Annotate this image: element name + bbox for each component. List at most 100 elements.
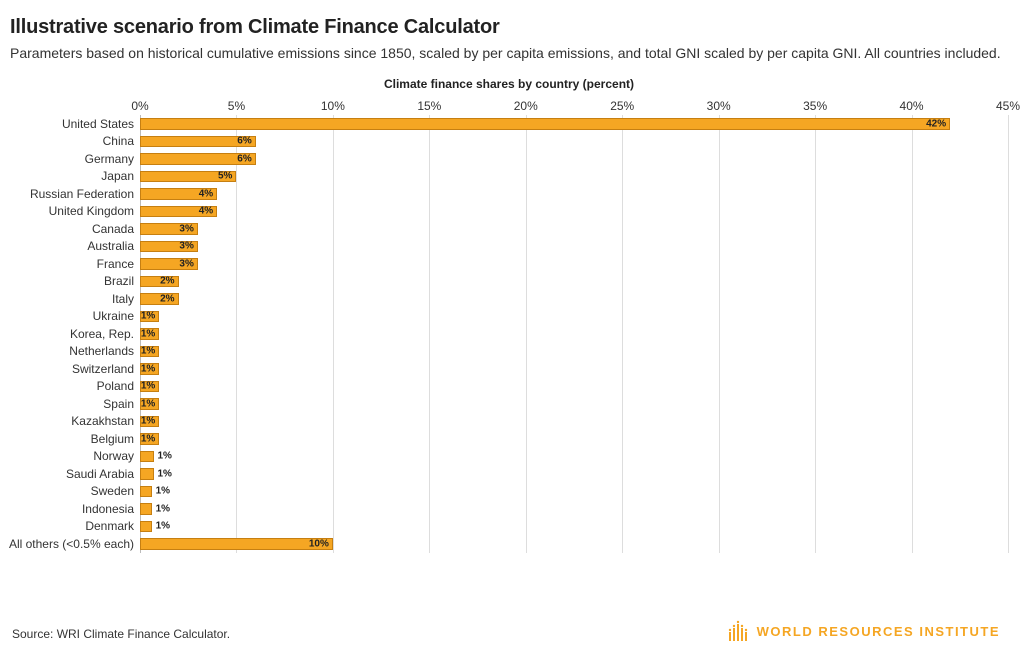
bar-label: United States xyxy=(62,117,140,131)
bar-label: All others (<0.5% each) xyxy=(9,537,140,551)
bar-label: Germany xyxy=(85,152,140,166)
bar-row: Switzerland1% xyxy=(140,360,1008,378)
bar-value: 3% xyxy=(179,223,193,234)
page: Illustrative scenario from Climate Finan… xyxy=(0,0,1020,663)
x-axis-tick: 25% xyxy=(610,99,634,113)
bar-label: Russian Federation xyxy=(30,187,140,201)
bar-row: United Kingdom4% xyxy=(140,203,1008,221)
x-axis-tick: 40% xyxy=(900,99,924,113)
bar-value: 1% xyxy=(141,433,155,444)
x-axis-tick: 30% xyxy=(707,99,731,113)
bar xyxy=(140,486,152,498)
bar-row: Spain1% xyxy=(140,395,1008,413)
plot-area: United States42%China6%Germany6%Japan5%R… xyxy=(140,115,1008,553)
source-text: Source: WRI Climate Finance Calculator. xyxy=(12,627,230,641)
bar-label: Kazakhstan xyxy=(71,414,140,428)
bar xyxy=(140,451,154,463)
bar-row: Kazakhstan1% xyxy=(140,413,1008,431)
bar-row: China6% xyxy=(140,133,1008,151)
bar-row: Brazil2% xyxy=(140,273,1008,291)
bar-label: Sweden xyxy=(91,484,140,498)
bar-row: All others (<0.5% each)10% xyxy=(140,535,1008,553)
x-axis-tick: 45% xyxy=(996,99,1020,113)
chart-title: Climate finance shares by country (perce… xyxy=(10,77,1008,91)
bar-row: Saudi Arabia1% xyxy=(140,465,1008,483)
bar-label: Indonesia xyxy=(82,502,140,516)
wri-logo-text: WORLD RESOURCES INSTITUTE xyxy=(757,624,1000,639)
bar-rows: United States42%China6%Germany6%Japan5%R… xyxy=(140,115,1008,553)
bar-value: 1% xyxy=(141,416,155,427)
wri-logo: WORLD RESOURCES INSTITUTE xyxy=(727,619,1000,643)
chart: Climate finance shares by country (perce… xyxy=(10,77,1008,553)
page-subtitle: Parameters based on historical cumulativ… xyxy=(10,45,1008,61)
x-axis-tick: 20% xyxy=(514,99,538,113)
bar-row: Denmark1% xyxy=(140,518,1008,536)
bar-value: 1% xyxy=(158,451,172,462)
x-axis-tick: 0% xyxy=(131,99,148,113)
bar-value: 1% xyxy=(141,311,155,322)
bar-value: 4% xyxy=(199,188,213,199)
bar xyxy=(140,118,950,130)
bar-value: 1% xyxy=(141,328,155,339)
bar-value: 1% xyxy=(141,346,155,357)
bar-row: Germany6% xyxy=(140,150,1008,168)
bar-value: 6% xyxy=(237,153,251,164)
bar-value: 10% xyxy=(309,538,329,549)
page-title: Illustrative scenario from Climate Finan… xyxy=(10,16,1008,39)
bar-row: Poland1% xyxy=(140,378,1008,396)
bar-value: 1% xyxy=(141,381,155,392)
bar-row: Indonesia1% xyxy=(140,500,1008,518)
bar-label: Australia xyxy=(87,239,140,253)
bar-value: 2% xyxy=(160,293,174,304)
x-axis-tick: 15% xyxy=(417,99,441,113)
bar-label: Spain xyxy=(103,397,140,411)
bar xyxy=(140,521,152,533)
bar-value: 6% xyxy=(237,136,251,147)
bar-value: 4% xyxy=(199,206,213,217)
bar-label: Ukraine xyxy=(93,309,140,323)
bar-label: China xyxy=(103,134,140,148)
bar-value: 5% xyxy=(218,171,232,182)
bar-value: 1% xyxy=(156,503,170,514)
bar-label: Netherlands xyxy=(69,344,140,358)
bar-row: Japan5% xyxy=(140,168,1008,186)
bar-row: Sweden1% xyxy=(140,483,1008,501)
bar-row: Australia3% xyxy=(140,238,1008,256)
gridline xyxy=(1008,115,1009,553)
x-axis-tick: 35% xyxy=(803,99,827,113)
bar-row: Russian Federation4% xyxy=(140,185,1008,203)
x-axis-tick: 10% xyxy=(321,99,345,113)
bar-row: United States42% xyxy=(140,115,1008,133)
bar-value: 1% xyxy=(156,486,170,497)
bar-value: 2% xyxy=(160,276,174,287)
bar-label: Italy xyxy=(112,292,140,306)
bar-value: 3% xyxy=(179,241,193,252)
bar-label: Belgium xyxy=(91,432,140,446)
bar-value: 1% xyxy=(141,398,155,409)
x-axis-tick: 5% xyxy=(228,99,245,113)
bar-row: France3% xyxy=(140,255,1008,273)
bar-value: 1% xyxy=(158,468,172,479)
bar-value: 1% xyxy=(141,363,155,374)
bar-label: Brazil xyxy=(104,274,140,288)
bar-label: Korea, Rep. xyxy=(70,327,140,341)
bar-value: 3% xyxy=(179,258,193,269)
bar-label: Saudi Arabia xyxy=(66,467,140,481)
bar-label: Switzerland xyxy=(72,362,140,376)
bar-row: Italy2% xyxy=(140,290,1008,308)
bar-label: Canada xyxy=(92,222,140,236)
x-axis: 0%5%10%15%20%25%30%35%40%45% xyxy=(140,99,1008,115)
bar-value: 1% xyxy=(156,521,170,532)
bar-label: France xyxy=(97,257,140,271)
bar-label: Poland xyxy=(97,379,140,393)
bar-row: Korea, Rep.1% xyxy=(140,325,1008,343)
bar-row: Netherlands1% xyxy=(140,343,1008,361)
wri-logo-icon xyxy=(727,619,749,643)
bar-label: Norway xyxy=(93,449,140,463)
bar-row: Belgium1% xyxy=(140,430,1008,448)
bar-label: United Kingdom xyxy=(49,204,140,218)
bar xyxy=(140,503,152,515)
bar-row: Ukraine1% xyxy=(140,308,1008,326)
bar-value: 42% xyxy=(926,118,946,129)
bar-label: Denmark xyxy=(85,519,140,533)
